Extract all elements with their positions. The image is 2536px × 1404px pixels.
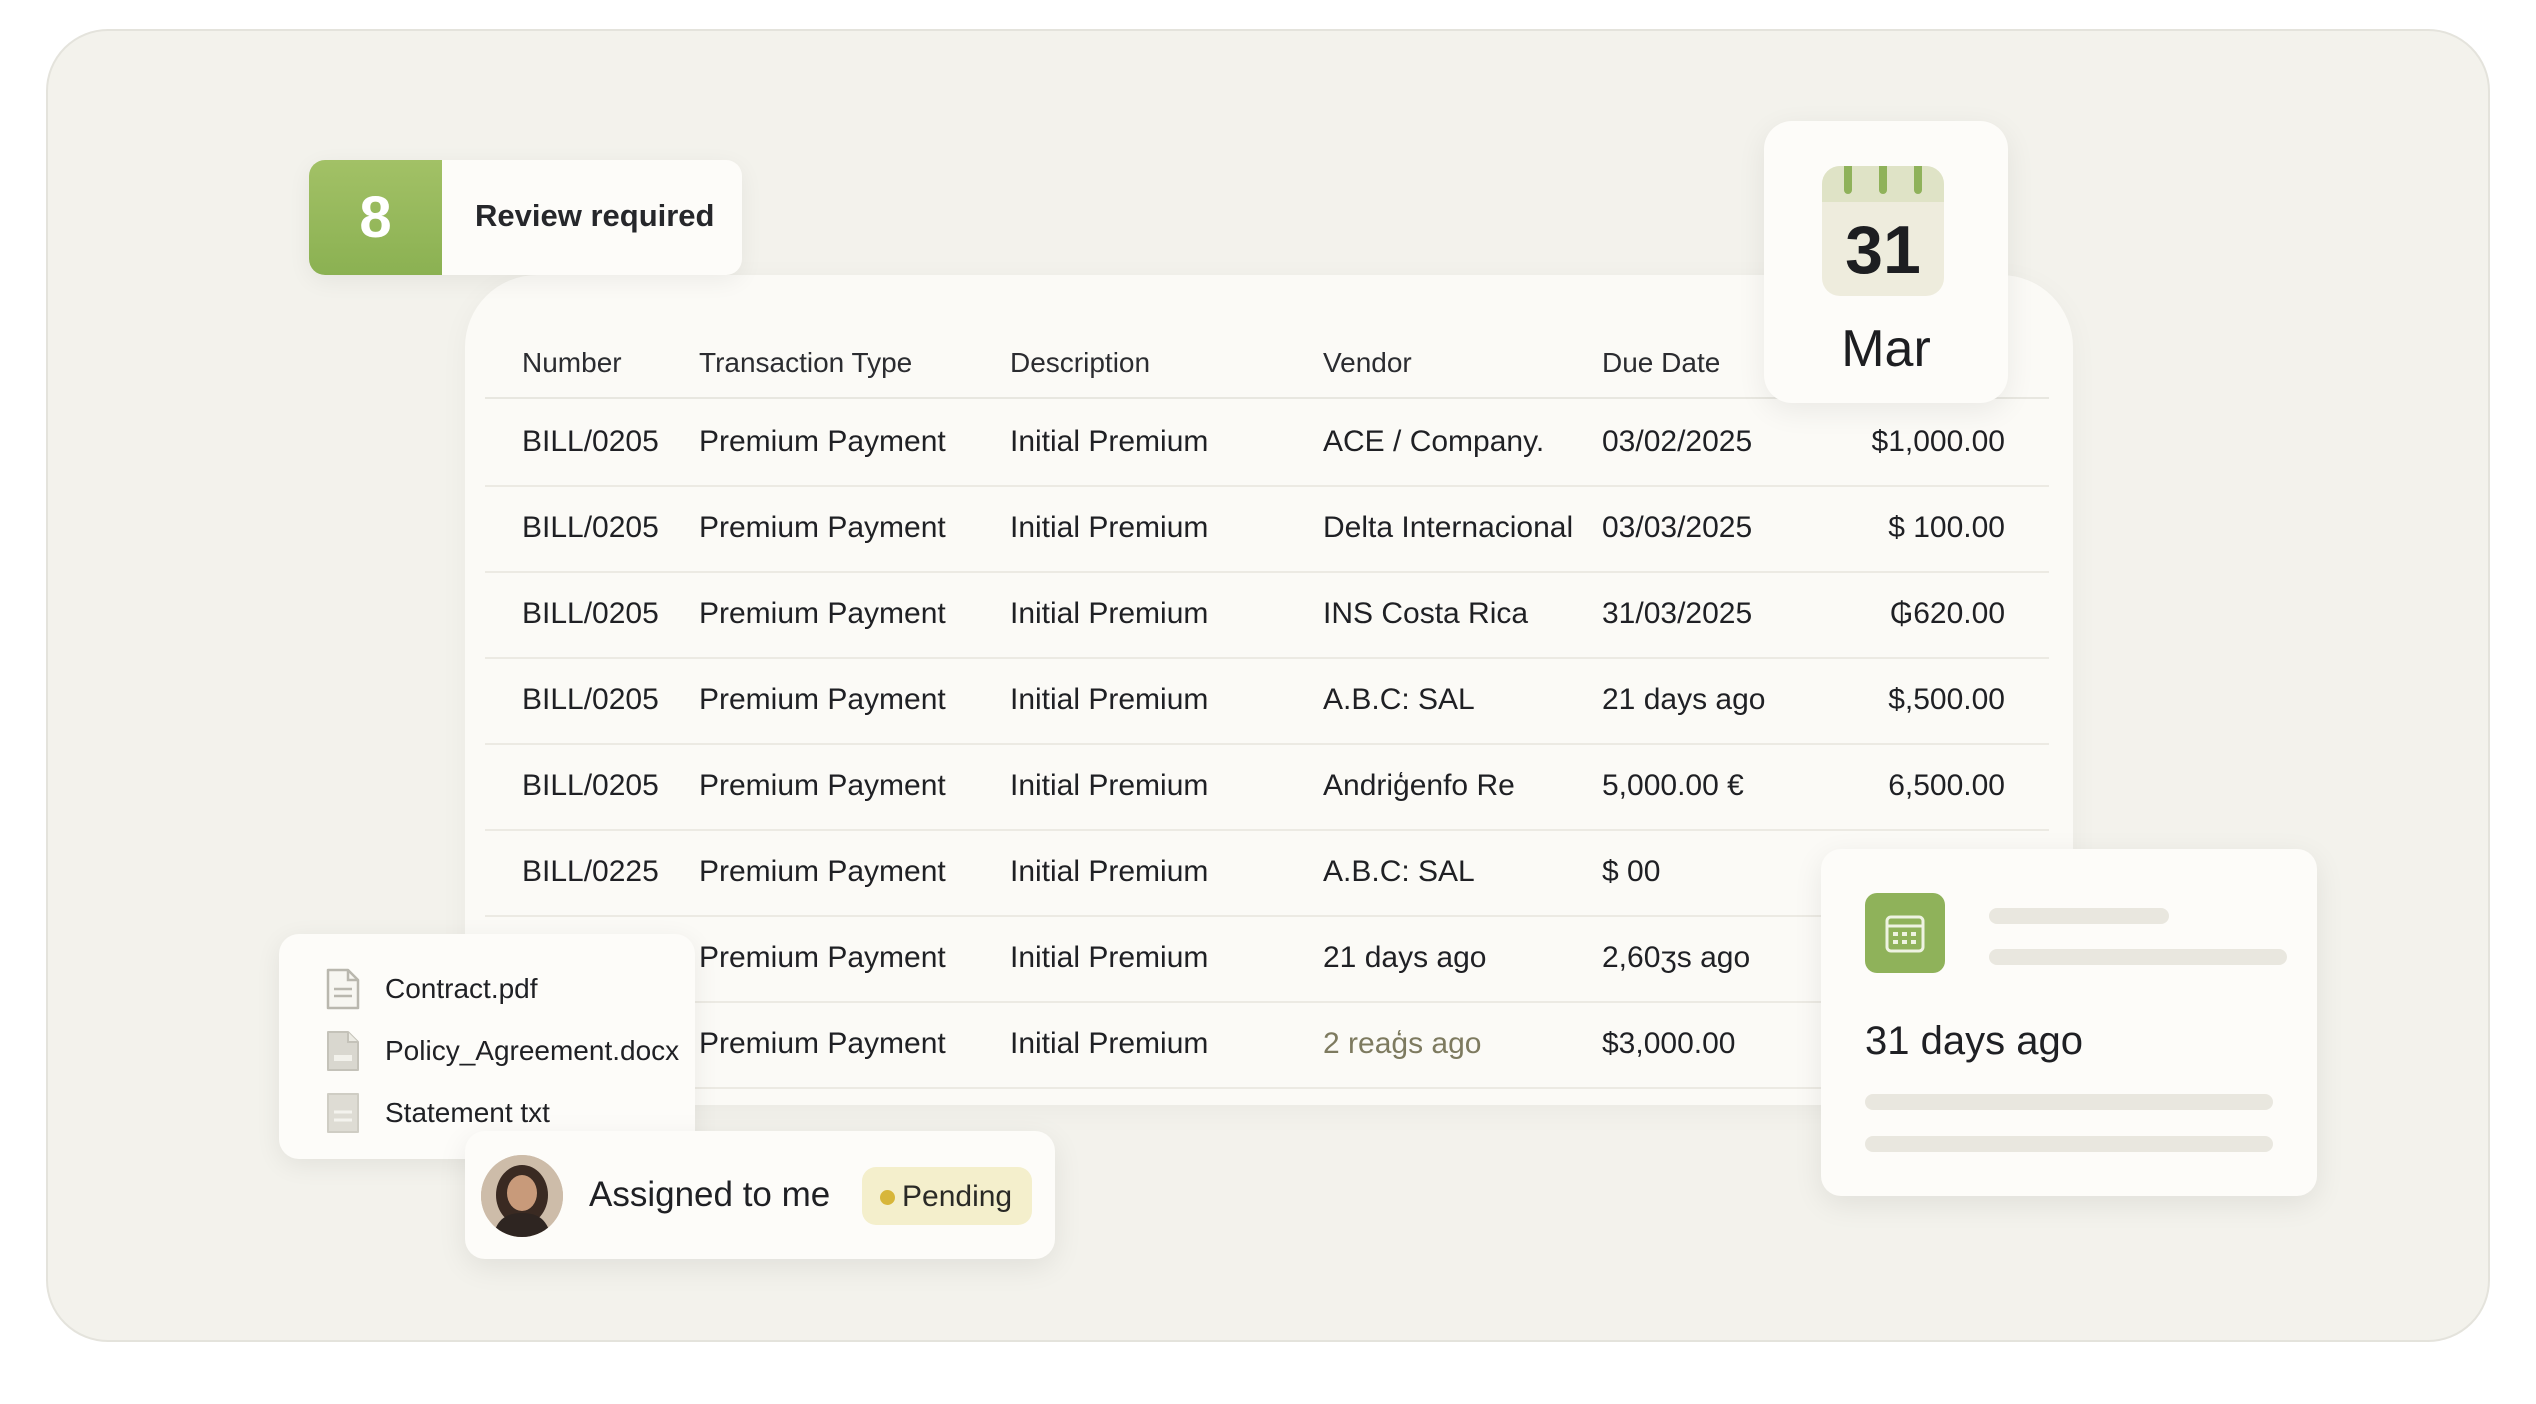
status-dot-icon <box>880 1190 895 1205</box>
file-name: Policy_Agreement.docx <box>385 1035 680 1066</box>
file-name: Statement txt <box>385 1097 550 1128</box>
table-row[interactable]: BILL/0225 Premium Payment Initial Premiu… <box>485 829 2049 917</box>
cell-transaction-type: Premium Payment <box>699 683 946 716</box>
activity-card[interactable]: 31 days ago <box>1821 849 2317 1196</box>
cell-description: Initial Premium <box>1010 769 1209 802</box>
pdf-file-icon <box>326 968 360 1010</box>
cell-vendor: 21 days ago <box>1323 941 1487 974</box>
bills-table-card: Number Transaction Type Description Vend… <box>465 275 2073 1105</box>
cell-amount: 6,500.00 <box>1888 769 2005 802</box>
due-date-card[interactable]: 31 Mar <box>1764 121 2008 403</box>
cell-transaction-type: Premium Payment <box>699 855 946 888</box>
cell-transaction-type: Premium Payment <box>699 511 946 544</box>
column-header-due-date[interactable]: Due Date <box>1602 347 1721 378</box>
column-header-vendor[interactable]: Vendor <box>1323 347 1412 378</box>
table-row[interactable]: BILL/0205 Premium Payment Initial Premiu… <box>485 399 2049 487</box>
column-header-description[interactable]: Description <box>1010 347 1151 378</box>
calendar-month: Mar <box>1841 320 1931 378</box>
cell-description: Initial Premium <box>1010 683 1209 716</box>
cell-due-date: $ 00 <box>1602 855 1661 888</box>
assigned-to-me-card[interactable]: Assigned to me Pending <box>465 1131 1055 1259</box>
cell-amount: $1,000.00 <box>1871 425 2005 458</box>
calendar-icon <box>1865 893 1945 973</box>
review-count: 8 <box>309 160 442 275</box>
cell-due-date: 31/03/2025 <box>1602 597 1753 630</box>
placeholder-line <box>1865 1136 2273 1152</box>
cell-description: Initial Premium <box>1010 941 1209 974</box>
file-name: Contract.pdf <box>385 973 538 1004</box>
cell-description: Initial Premium <box>1010 597 1209 630</box>
table-row[interactable]: BILL/0205 Premium Payment Initial Premiu… <box>485 485 2049 573</box>
cell-amount: $ 100.00 <box>1888 511 2005 544</box>
cell-vendor: Delta Internacional <box>1323 511 1574 544</box>
avatar <box>481 1155 563 1237</box>
activity-time-label: 31 days ago <box>1865 1019 2083 1063</box>
cell-description: Initial Premium <box>1010 855 1209 888</box>
table-row[interactable]: BILL/0205 Premium Payment Initial Premiu… <box>485 743 2049 831</box>
cell-vendor: A.B.C: SAL <box>1323 683 1475 716</box>
cell-number: BILL/0205 <box>522 511 659 544</box>
cell-number: BILL/0225 <box>522 855 659 888</box>
assigned-label: Assigned to me <box>589 1175 831 1214</box>
cell-transaction-type: Premium Payment <box>699 1027 946 1060</box>
cell-vendor: A.B.C: SAL <box>1323 855 1475 888</box>
cell-due-date: 5,000.00 € <box>1602 769 1744 802</box>
cell-number: BILL/0205 <box>522 683 659 716</box>
cell-description: Initial Premium <box>1010 511 1209 544</box>
cell-due-date: 03/02/2025 <box>1602 425 1753 458</box>
attachments-card: Contract.pdf Policy_Agreement.docx State… <box>279 934 695 1159</box>
cell-transaction-type: Premium Payment <box>699 941 946 974</box>
cell-amount: ₲620.00 <box>1889 597 2005 630</box>
calendar-day: 31 <box>1845 212 1921 288</box>
cell-description: Initial Premium <box>1010 1027 1209 1060</box>
table-row[interactable]: Premium Payment Initial Premium 21 days … <box>485 915 2049 1003</box>
cell-number: BILL/0205 <box>522 425 659 458</box>
placeholder-line <box>1989 949 2287 965</box>
column-header-number[interactable]: Number <box>522 347 622 378</box>
cell-vendor: 2 reaģs ago <box>1323 1027 1482 1060</box>
placeholder-line <box>1989 908 2169 924</box>
cell-vendor: Andriģenfo Re <box>1323 769 1515 802</box>
cell-number: BILL/0205 <box>522 769 659 802</box>
table-row[interactable]: Premium Payment Initial Premium 2 reaģs … <box>485 1001 2049 1089</box>
column-header-transaction-type[interactable]: Transaction Type <box>699 347 913 378</box>
cell-vendor: ACE / Company. <box>1323 425 1545 458</box>
cell-due-date: 2,60ʒs ago <box>1602 941 1751 974</box>
status-badge: Pending <box>862 1167 1032 1225</box>
cell-due-date: 21 days ago <box>1602 683 1766 716</box>
placeholder-line <box>1865 1094 2273 1110</box>
table-header: Number Transaction Type Description Vend… <box>485 327 2049 399</box>
cell-number: BILL/0205 <box>522 597 659 630</box>
text-file-icon <box>327 1093 359 1133</box>
cell-transaction-type: Premium Payment <box>699 597 946 630</box>
cell-due-date: 03/03/2025 <box>1602 511 1753 544</box>
calendar-icon: 31 <box>1822 166 1944 296</box>
cell-description: Initial Premium <box>1010 425 1209 458</box>
status-label: Pending <box>902 1180 1013 1213</box>
cell-vendor: INS Costa Rica <box>1323 597 1529 630</box>
cell-transaction-type: Premium Payment <box>699 769 946 802</box>
cell-transaction-type: Premium Payment <box>699 425 946 458</box>
table-row[interactable]: BILL/0205 Premium Payment Initial Premiu… <box>485 657 2049 745</box>
doc-file-icon <box>327 1031 359 1071</box>
cell-amount: $,500.00 <box>1888 683 2005 716</box>
cell-due-date: $3,000.00 <box>1602 1027 1736 1060</box>
table-row[interactable]: BILL/0205 Premium Payment Initial Premiu… <box>485 571 2049 659</box>
review-required-badge[interactable]: 8 Review required <box>309 160 742 275</box>
review-label: Review required <box>475 198 715 233</box>
